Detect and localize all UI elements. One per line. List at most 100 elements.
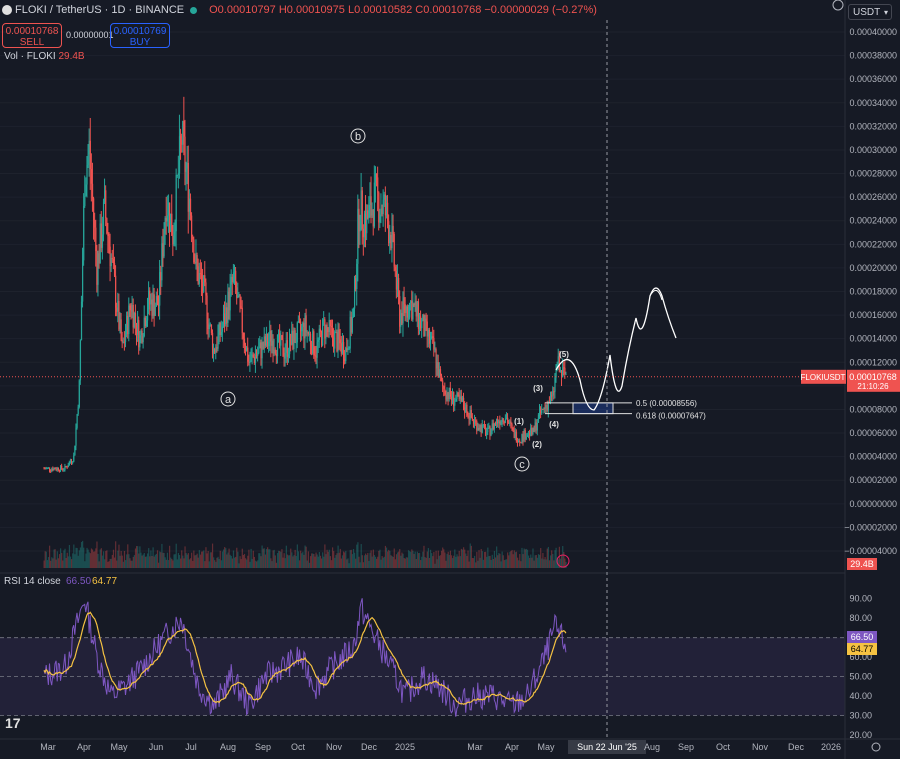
volume-bar: [432, 556, 434, 568]
volume-bar: [163, 552, 165, 568]
candle-body: [384, 194, 387, 216]
time-tick-label: Dec: [361, 742, 378, 752]
candle-body: [102, 202, 105, 235]
volume-bar: [507, 552, 509, 568]
candle-body: [516, 441, 519, 443]
candle-body: [351, 317, 354, 333]
volume-bar: [351, 554, 354, 568]
volume-bar: [281, 549, 283, 568]
time-tick-label: Oct: [716, 742, 731, 752]
candle-body: [292, 330, 294, 350]
symbol-title[interactable]: FLOKI / TetherUS · 1D · BINANCE: [15, 4, 185, 16]
volume-bar: [186, 554, 188, 568]
volume-bar: [442, 547, 444, 568]
volume-bar: [527, 555, 530, 568]
candle-body: [262, 342, 264, 349]
volume-bar: [543, 559, 545, 568]
candle-body: [98, 253, 100, 264]
candle-body: [182, 120, 184, 145]
volume-bar: [512, 554, 514, 568]
volume-bar: [127, 544, 129, 568]
candle-body: [374, 173, 377, 183]
candle-body: [206, 295, 208, 324]
candle-body: [338, 329, 340, 340]
volume-bar: [395, 554, 398, 568]
volume-bar: [548, 560, 551, 568]
candle-body: [213, 349, 215, 354]
volume-bar: [286, 554, 289, 568]
volume-bar: [541, 558, 543, 568]
candle-body: [215, 347, 217, 353]
candle-body: [307, 331, 309, 335]
candle-body: [84, 195, 86, 207]
volume-bar: [123, 551, 126, 568]
candle-body: [513, 430, 515, 438]
buy-button[interactable]: 0.00010769 BUY: [110, 23, 170, 48]
candle-body: [544, 407, 546, 409]
candle-body: [339, 339, 341, 344]
candle-body: [111, 258, 113, 260]
volume-bar: [89, 553, 91, 568]
candle-body: [344, 358, 346, 362]
candle-body: [324, 319, 326, 339]
candle-body: [175, 175, 177, 232]
volume-bar: [322, 552, 324, 568]
candle-body: [214, 349, 216, 353]
volume-bar: [251, 558, 253, 568]
candle-body: [87, 154, 89, 166]
candle-body: [361, 190, 363, 229]
candle-body: [199, 273, 202, 275]
elliott-wave-drawings: a b c (1) (2) (3) (4) (5) 0.5 (0.00008556) 0.618 …: [220, 128, 706, 568]
candle-body: [445, 394, 447, 400]
candle-body: [188, 198, 191, 212]
tradingview-logo-icon: 17: [5, 715, 21, 731]
volume-bar: [172, 560, 174, 568]
volume-bar: [307, 551, 309, 568]
volume-bar: [156, 550, 159, 568]
volume-bar: [550, 555, 552, 568]
candle-body: [80, 301, 83, 341]
volume-bar: [289, 555, 291, 568]
volume-bar: [348, 563, 350, 568]
sell-button[interactable]: 0.00010768 SELL: [2, 23, 62, 48]
ohlc-values: O0.00010797 H0.00010975 L0.00010582 C0.0…: [209, 4, 597, 16]
volume-bar: [379, 549, 381, 568]
volume-bar: [475, 562, 477, 568]
volume-bar: [319, 555, 322, 568]
time-tick-label: Oct: [291, 742, 306, 752]
volume-bar: [425, 557, 427, 568]
candle-body: [510, 421, 512, 425]
candle-body: [58, 470, 61, 472]
volume-bar: [204, 561, 206, 568]
candle-body: [86, 165, 88, 185]
volume-bar: [522, 554, 524, 568]
volume-bar: [98, 561, 100, 568]
candle-body: [66, 466, 68, 468]
candle-body: [73, 455, 75, 462]
volume-bar: [526, 549, 529, 568]
candle-body: [162, 243, 164, 257]
candle-body: [196, 255, 198, 267]
volume-bar: [197, 557, 199, 568]
candle-body: [469, 409, 471, 420]
currency-select[interactable]: USDT ▾: [848, 4, 892, 20]
volume-bar: [383, 556, 385, 568]
candle-body: [265, 333, 268, 346]
price-tick-label: 0.00020000: [849, 263, 897, 273]
volume-bar: [446, 553, 448, 568]
volume-bar: [295, 555, 297, 568]
candle-body: [564, 367, 566, 375]
volume-bar: [240, 559, 242, 568]
volume-bar: [119, 555, 121, 568]
volume-bar: [476, 551, 478, 568]
volume-bar: [69, 556, 72, 568]
candle-body: [491, 423, 493, 431]
volume-bar: [434, 563, 436, 568]
volume-bar: [129, 558, 131, 568]
candle-body: [246, 347, 248, 352]
volume-bar: [456, 554, 458, 568]
candle-body: [421, 320, 423, 329]
candle-body: [141, 331, 143, 343]
